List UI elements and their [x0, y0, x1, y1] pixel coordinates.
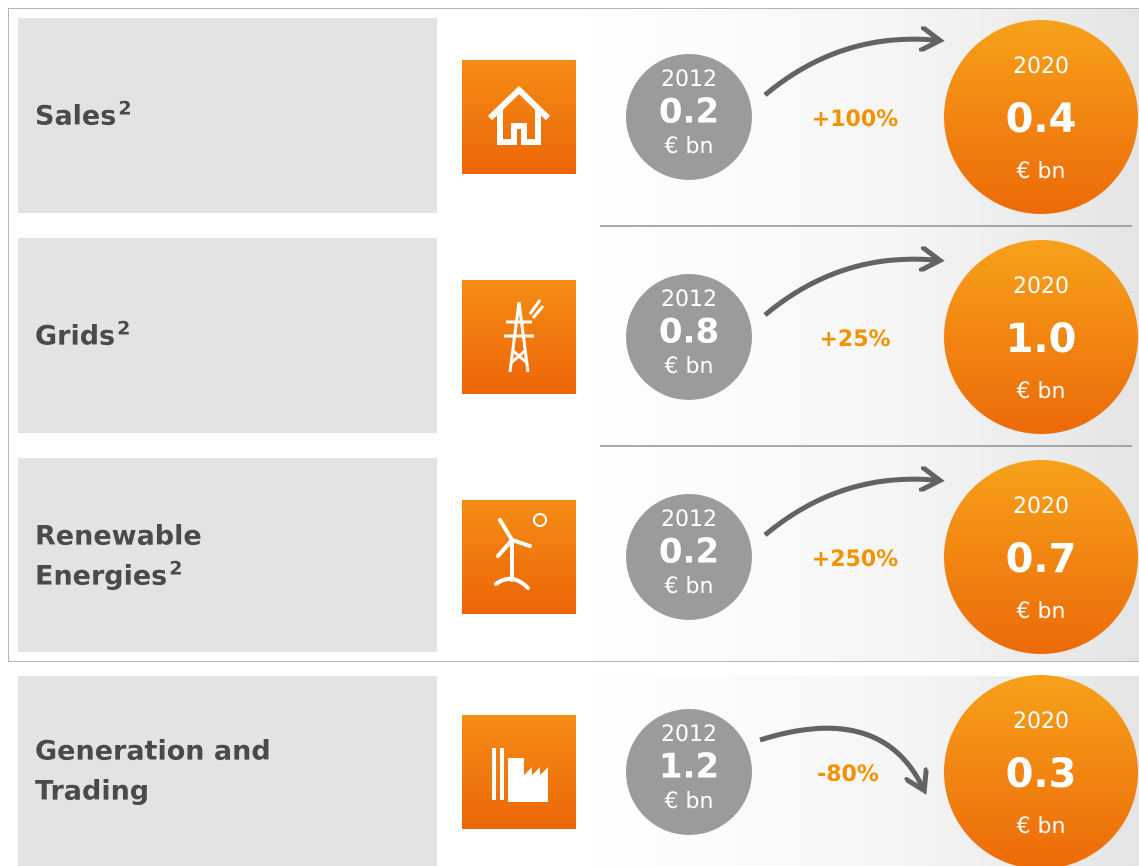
- start-value: 0.2: [659, 92, 719, 132]
- label-box: [18, 458, 437, 652]
- start-unit: € bn: [665, 354, 714, 379]
- label-box: [18, 18, 437, 213]
- end-value: 0.7: [1006, 536, 1077, 582]
- end-circle: [944, 20, 1138, 214]
- start-value: 1.2: [659, 747, 719, 787]
- end-year: 2020: [1013, 494, 1069, 519]
- icon-glyph: [492, 748, 548, 802]
- arrow: [759, 725, 922, 786]
- icon-glyph: [494, 518, 532, 590]
- row-label: Renewable: [35, 521, 202, 552]
- row-label: Generation and: [35, 736, 271, 767]
- change: +25%: [819, 327, 890, 352]
- end-value: 1.0: [1006, 316, 1077, 362]
- icon: [462, 500, 576, 614]
- icon-glyph: [504, 299, 545, 373]
- start-circle: [626, 54, 752, 180]
- start-unit: € bn: [665, 134, 714, 159]
- end-value: 0.3: [1006, 751, 1077, 797]
- change: -80%: [817, 762, 879, 787]
- end-year: 2020: [1013, 54, 1069, 79]
- change: +100%: [812, 107, 898, 132]
- icon-glyph: [487, 85, 551, 145]
- start-circle: [626, 494, 752, 620]
- end-year: 2020: [1013, 709, 1069, 734]
- superscript: 2: [169, 558, 182, 580]
- superscript: 2: [117, 318, 130, 340]
- start-value: 0.2: [659, 532, 719, 572]
- end-unit: € bn: [1017, 814, 1066, 839]
- start-value: 0.8: [659, 312, 719, 352]
- start-unit: € bn: [665, 789, 714, 814]
- start-year: 2012: [661, 507, 717, 532]
- end-circle: [944, 460, 1138, 654]
- row-label: Grids: [35, 321, 115, 352]
- label-box: [18, 238, 437, 433]
- group-border: [8, 8, 1139, 662]
- start-year: 2012: [661, 722, 717, 747]
- start-circle: [626, 274, 752, 400]
- start-circle: [626, 709, 752, 835]
- end-value: 0.4: [1006, 96, 1077, 142]
- row-label: Energies: [35, 561, 167, 592]
- change: +250%: [812, 547, 898, 572]
- icon-glyph: [533, 513, 547, 527]
- label-box: [18, 676, 437, 866]
- end-circle: [944, 240, 1138, 434]
- row-label: Trading: [35, 776, 149, 807]
- superscript: 2: [118, 98, 131, 120]
- end-unit: € bn: [1017, 379, 1066, 404]
- end-unit: € bn: [1017, 159, 1066, 184]
- start-unit: € bn: [665, 574, 714, 599]
- arrow: [763, 479, 935, 537]
- end-unit: € bn: [1017, 599, 1066, 624]
- end-year: 2020: [1013, 274, 1069, 299]
- start-year: 2012: [661, 67, 717, 92]
- arrow: [763, 39, 935, 97]
- arrow: [763, 259, 935, 317]
- row-label: Sales: [35, 101, 116, 132]
- end-circle: [944, 675, 1138, 866]
- icon: [462, 60, 576, 174]
- start-year: 2012: [661, 287, 717, 312]
